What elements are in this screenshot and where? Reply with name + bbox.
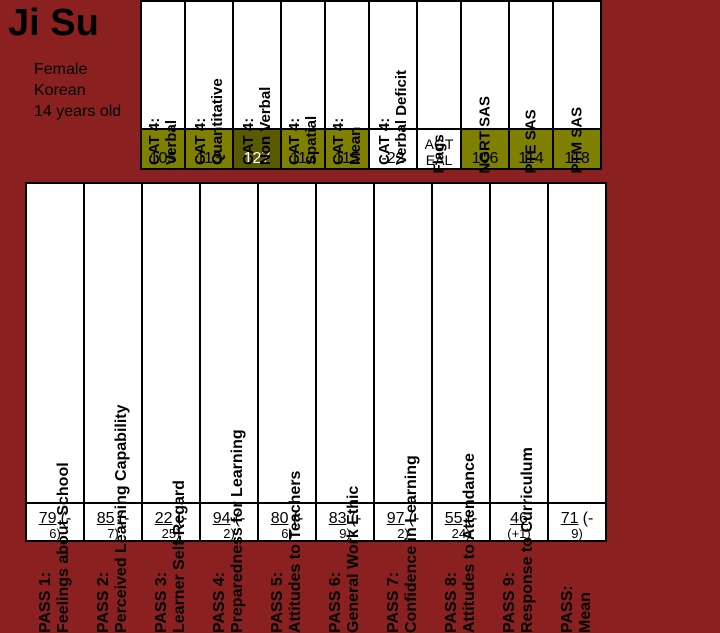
pass-header: PASS 3:Learner Self-Regard xyxy=(142,183,200,503)
cat-sas-table: CAT 4:VerbalCAT 4:QuantitativeCAT 4:Non … xyxy=(140,0,602,170)
pass-header: PASS:Mean xyxy=(548,183,606,503)
pass-header: PASS 7:Confidence in Learning xyxy=(374,183,432,503)
student-name: Ji Su xyxy=(8,2,99,45)
cat-header-row: CAT 4:VerbalCAT 4:QuantitativeCAT 4:Non … xyxy=(141,1,601,129)
cat-header-label: CAT 4:Mean xyxy=(330,45,364,165)
pass-header: PASS 5:Attitudes to Teachers xyxy=(258,183,316,503)
cat-header: Flags xyxy=(417,1,461,129)
pass-header-label: PASS 3:Learner Self-Regard xyxy=(153,323,189,633)
cat-header-label: CAT 4:Non Verbal xyxy=(240,45,274,165)
cat-header: PTM SAS xyxy=(553,1,601,129)
pass-header-row: PASS 1:Feelings about SchoolPASS 2:Perce… xyxy=(26,183,606,503)
cat-header: NGRT SAS xyxy=(461,1,509,129)
pass-header-label: PASS 6:General Work Ethic xyxy=(327,323,363,633)
cat-header: PTE SAS xyxy=(509,1,553,129)
pass-table: PASS 1:Feelings about SchoolPASS 2:Perce… xyxy=(25,182,607,542)
cat-header: CAT 4:Spatial xyxy=(281,1,325,129)
cat-header-label: PTE SAS xyxy=(523,54,540,174)
pass-header-label: PASS 4:Preparedness for Learning xyxy=(211,323,247,633)
pass-header-label: PASS 7:Confidence in Learning xyxy=(385,323,421,633)
student-ethnicity: Korean xyxy=(34,81,121,102)
cat-header-label: CAT 4:Spatial xyxy=(286,45,320,165)
pass-header: PASS 9:Response to Curriculum xyxy=(490,183,548,503)
pass-header: PASS 2:Perceived Learning Capability xyxy=(84,183,142,503)
student-name-block: Ji Su xyxy=(8,2,99,45)
cat-header-label: NGRT SAS xyxy=(477,54,494,174)
cat-header-label: Flags xyxy=(431,54,448,174)
cat-header-label: CAT 4:Verbal Deficit xyxy=(376,45,410,165)
pass-header: PASS 6:General Work Ethic xyxy=(316,183,374,503)
cat-header-label: CAT 4:Verbal xyxy=(146,45,180,165)
pass-header-label: PASS 5:Attitudes to Teachers xyxy=(269,323,305,633)
cat-header: CAT 4:Mean xyxy=(325,1,369,129)
cat-header: CAT 4:Quantitative xyxy=(185,1,233,129)
pass-header-label: PASS 9:Response to Curriculum xyxy=(501,323,537,633)
pass-header: PASS 1:Feelings about School xyxy=(26,183,84,503)
cat-header-label: CAT 4:Quantitative xyxy=(192,45,226,165)
cat-header-label: PTM SAS xyxy=(569,54,586,174)
student-demographics: Female Korean 14 years old xyxy=(34,60,121,122)
cat-header: CAT 4:Verbal Deficit xyxy=(369,1,417,129)
pass-header: PASS 4:Preparedness for Learning xyxy=(200,183,258,503)
pass-header: PASS 8:Attitudes to Attendance xyxy=(432,183,490,503)
pass-header-label: PASS 8:Attitudes to Attendance xyxy=(443,323,479,633)
student-gender: Female xyxy=(34,60,121,81)
cat-header: CAT 4:Verbal xyxy=(141,1,185,129)
student-age: 14 years old xyxy=(34,102,121,123)
pass-header-label: PASS 2:Perceived Learning Capability xyxy=(95,323,131,633)
cat-header: CAT 4:Non Verbal xyxy=(233,1,281,129)
pass-header-label: PASS:Mean xyxy=(559,323,595,633)
pass-header-label: PASS 1:Feelings about School xyxy=(37,323,73,633)
